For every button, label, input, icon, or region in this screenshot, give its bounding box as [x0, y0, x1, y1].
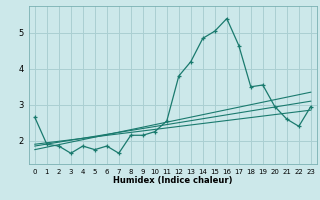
- X-axis label: Humidex (Indice chaleur): Humidex (Indice chaleur): [113, 176, 233, 185]
